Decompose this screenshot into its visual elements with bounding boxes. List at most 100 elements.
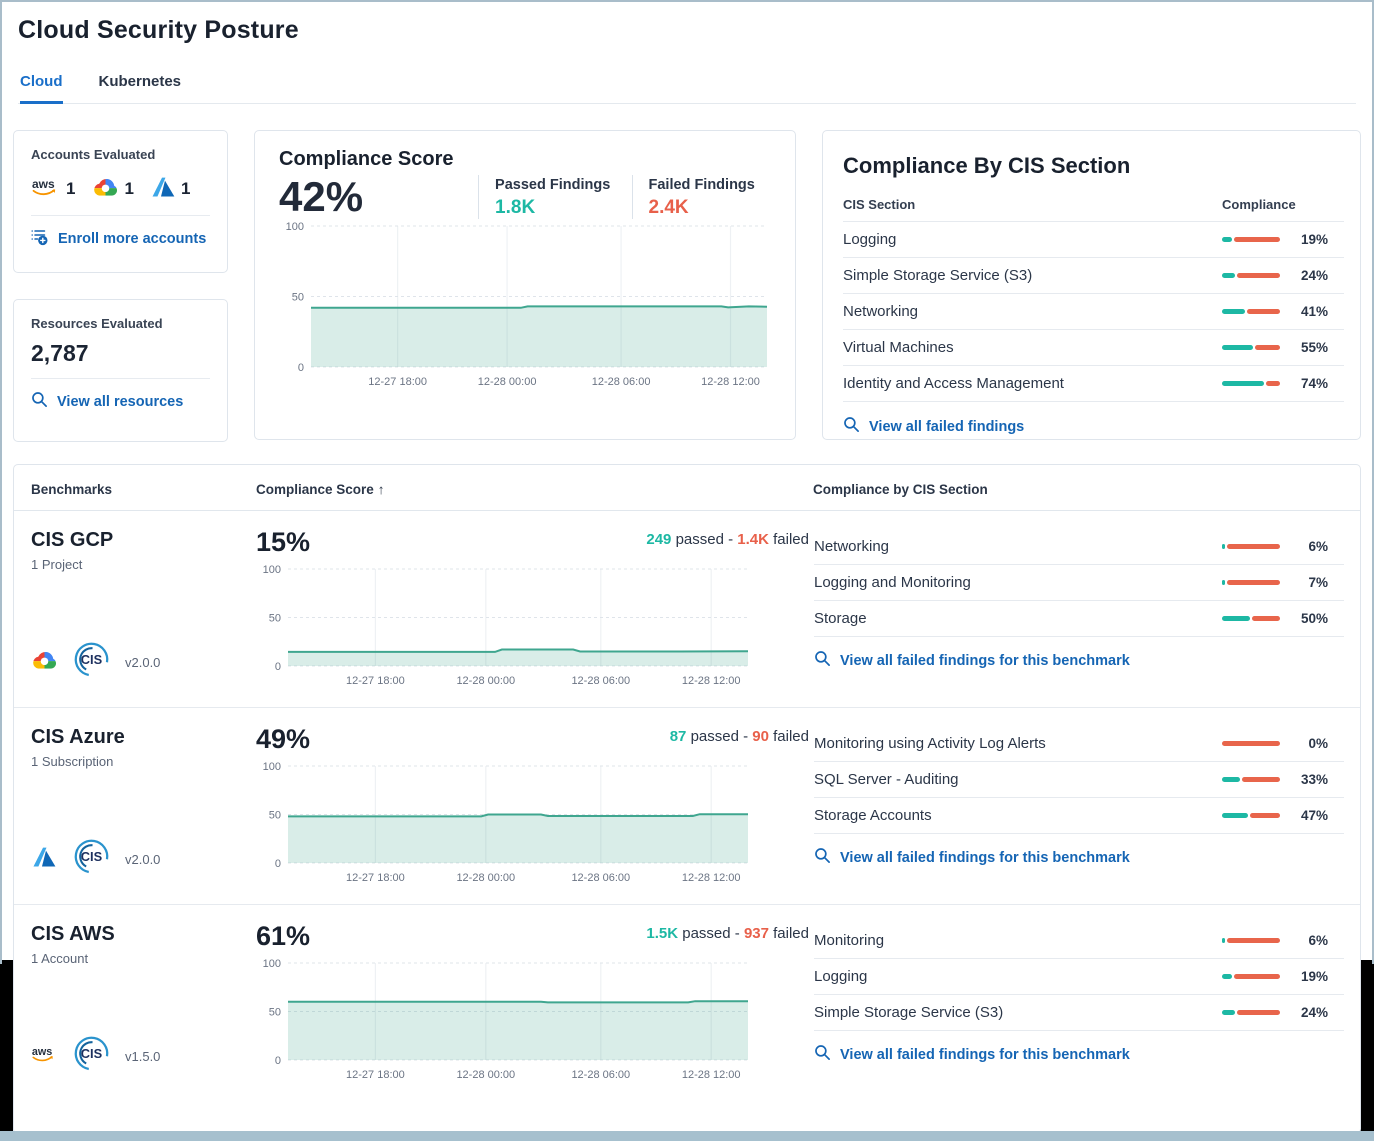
benchmark-score-cell: 61% 1.5K passed - 937 failed 0 50 100 12-27 1… [256, 923, 813, 1089]
view-all-resources-label: View all resources [57, 393, 184, 410]
cis-section-label: Identity and Access Management [843, 375, 1064, 392]
cis-section-row: Logging 19% [843, 221, 1344, 257]
compliance-bar-group: 33% [1222, 772, 1344, 787]
aws-logo: aws [32, 1045, 53, 1061]
resources-evaluated-value: 2,787 [31, 340, 89, 366]
benchmark-logos: CIS v2.0.0 [31, 641, 256, 695]
svg-text:CIS: CIS [81, 1046, 103, 1061]
compliance-bar-group: 0% [1222, 736, 1344, 751]
azure-icon [151, 176, 176, 203]
left-cards-column: Accounts Evaluated aws 1 1 1 Enroll more ac… [13, 130, 228, 442]
cis-logo: CIS [74, 1036, 109, 1071]
svg-text:12-28 06:00: 12-28 06:00 [571, 872, 630, 884]
compliance-by-cis-title: Compliance By CIS Section [843, 153, 1131, 178]
resources-evaluated-card: Resources Evaluated 2,787 View all resou… [13, 299, 228, 442]
benchmark-trend-chart: 0 50 100 12-27 18:00 12-28 00:00 12-28 06:00 1… [263, 761, 748, 884]
cis-section-row: SQL Server - Auditing 33% [814, 762, 1344, 798]
benchmark-info: CIS GCP 1 Project CIS v2.0.0 [14, 529, 256, 695]
svg-text:CIS: CIS [81, 652, 103, 667]
compliance-bar [1222, 345, 1280, 350]
compliance-bar-group: 19% [1222, 232, 1344, 247]
svg-text:50: 50 [292, 292, 304, 304]
failed-count: 90 [752, 728, 769, 745]
benchmark-logos: CIS v2.0.0 [31, 838, 256, 892]
overall-compliance-score: 42% [279, 173, 364, 220]
benchmark-cis-sections: Monitoring 6% Logging 19% Simple Storage Ser… [813, 923, 1360, 1089]
gcp-logo [33, 651, 57, 669]
search-icon [814, 847, 831, 868]
svg-text:12-27 18:00: 12-27 18:00 [346, 872, 405, 884]
azure-icon [31, 846, 58, 873]
azure-logo [152, 177, 175, 196]
cis-section-label: Monitoring using Activity Log Alerts [814, 735, 1046, 752]
tab-kubernetes[interactable]: Kubernetes [98, 73, 182, 90]
benchmarks-table-card: Benchmarks Compliance Score ↑ Compliance … [13, 464, 1361, 1134]
svg-text:12-28 12:00: 12-28 12:00 [682, 872, 741, 884]
accounts-evaluated-card: Accounts Evaluated aws 1 1 1 Enroll more ac… [13, 130, 228, 273]
compliance-bar-group: 24% [1222, 1005, 1344, 1020]
accounts-evaluated-title: Accounts Evaluated [31, 147, 156, 162]
svg-text:100: 100 [263, 564, 281, 576]
svg-text:CIS: CIS [81, 849, 103, 864]
resources-evaluated-title: Resources Evaluated [31, 316, 163, 331]
enroll-accounts-icon [31, 228, 49, 250]
cis-section-row: Logging and Monitoring 7% [814, 565, 1344, 601]
aws-logo: aws [32, 177, 56, 195]
compliance-score-column-header[interactable]: Compliance Score ↑ [256, 482, 385, 497]
cis-section-label: Logging and Monitoring [814, 574, 971, 591]
provider-count-gcp: 1 [92, 176, 134, 203]
svg-text:12-28 06:00: 12-28 06:00 [571, 675, 630, 687]
enroll-more-accounts-link[interactable]: Enroll more accounts [31, 228, 210, 250]
passed-findings-value: 1.8K [495, 197, 536, 218]
cis-section-label: Simple Storage Service (S3) [814, 1004, 1004, 1021]
tab-cloud[interactable]: Cloud [20, 73, 63, 104]
compliance-percentage: 6% [1308, 933, 1328, 948]
compliance-bar-group: 41% [1222, 304, 1344, 319]
cis-section-label: Storage Accounts [814, 807, 932, 824]
cis-logo: CIS [74, 839, 109, 874]
compliance-bar-group: 55% [1222, 340, 1344, 355]
letterbox-left [0, 960, 13, 1131]
compliance-score-title: Compliance Score [279, 148, 454, 170]
compliance-bar-group: 6% [1222, 933, 1344, 948]
compliance-bar-group: 19% [1222, 969, 1344, 984]
passed-findings-label: Passed Findings [495, 177, 611, 193]
cis-section-label: Virtual Machines [843, 339, 954, 356]
compliance-score-chart: 0 50 100 12-27 18:00 12-28 00:00 12-28 06:00 1… [286, 221, 768, 388]
cis-section-row: Monitoring using Activity Log Alerts 0% [814, 726, 1344, 762]
compliance-percentage: 74% [1300, 376, 1328, 391]
cis-logo: CIS [74, 642, 109, 677]
compliance-percentage: 7% [1308, 575, 1328, 590]
view-failed-findings-benchmark-link[interactable]: View all failed findings for this benchm… [814, 650, 1344, 671]
compliance-column-header: Compliance [1222, 197, 1296, 212]
view-failed-findings-benchmark-link[interactable]: View all failed findings for this benchm… [814, 847, 1344, 868]
summary-section: Accounts Evaluated aws 1 1 1 Enroll more ac… [0, 130, 1374, 442]
view-all-resources-link[interactable]: View all resources [31, 391, 210, 412]
compliance-bar [1222, 237, 1280, 242]
view-all-failed-findings-link[interactable]: View all failed findings [843, 416, 1344, 437]
benchmark-scope: 1 Account [31, 951, 89, 966]
passed-count: 87 [669, 728, 687, 745]
cis-section-row: Simple Storage Service (S3) 24% [843, 257, 1344, 293]
compliance-bar-group: 74% [1222, 376, 1344, 391]
benchmark-version: v2.0.0 [125, 851, 161, 867]
compliance-percentage: 19% [1300, 232, 1328, 247]
view-failed-findings-benchmark-link[interactable]: View all failed findings for this benchm… [814, 1044, 1344, 1065]
svg-text:12-27 18:00: 12-27 18:00 [346, 1069, 405, 1081]
benchmark-row: CIS GCP 1 Project CIS v2.0.0 15% 249 passed -… [14, 511, 1360, 708]
cis-section-label: SQL Server - Auditing [814, 771, 959, 788]
failed-findings-stat: Failed Findings 2.4K [631, 175, 771, 219]
benchmark-pass-fail: 1.5K passed - 937 failed [646, 925, 809, 942]
compliance-percentage: 19% [1300, 969, 1328, 984]
failed-findings-value: 2.4K [648, 197, 689, 218]
cis-section-label: Simple Storage Service (S3) [843, 267, 1033, 284]
cis-section-row: Simple Storage Service (S3) 24% [814, 995, 1344, 1031]
svg-text:12-28 12:00: 12-28 12:00 [701, 376, 760, 388]
svg-text:50: 50 [269, 613, 281, 625]
svg-text:12-28 00:00: 12-28 00:00 [456, 675, 515, 687]
svg-text:50: 50 [269, 1007, 281, 1019]
passed-count: 249 [646, 531, 672, 548]
aws-icon: aws [31, 1043, 58, 1070]
compliance-bar [1222, 309, 1280, 314]
benchmark-logos: aws CIS v1.5.0 [31, 1035, 256, 1089]
